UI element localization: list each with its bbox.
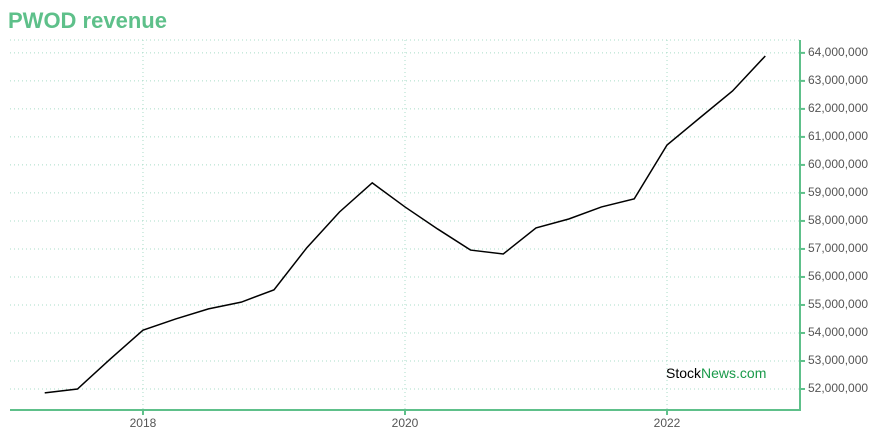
y-tick-label: 59,000,000 (808, 185, 868, 199)
y-tick-label: 57,000,000 (808, 241, 868, 255)
watermark: StockNews.com (666, 365, 766, 381)
y-tick-label: 54,000,000 (808, 325, 868, 339)
revenue-line (44, 55, 766, 394)
y-tick-label: 64,000,000 (808, 45, 868, 59)
x-tick-label: 2020 (392, 416, 419, 430)
y-tick-label: 53,000,000 (808, 353, 868, 367)
chart-title: PWOD revenue (8, 8, 167, 33)
y-tick-label: 52,000,000 (808, 381, 868, 395)
y-tick-label: 58,000,000 (808, 213, 868, 227)
y-tick-label: 60,000,000 (808, 157, 868, 171)
y-tick-label: 55,000,000 (808, 297, 868, 311)
x-tick-label: 2018 (130, 416, 157, 430)
watermark-news: News.com (701, 365, 766, 381)
y-tick-label: 63,000,000 (808, 73, 868, 87)
y-tick-label: 62,000,000 (808, 101, 868, 115)
watermark-stock: Stock (666, 365, 702, 381)
y-tick-label: 61,000,000 (808, 129, 868, 143)
x-tick-label: 2022 (654, 416, 681, 430)
y-tick-label: 56,000,000 (808, 269, 868, 283)
